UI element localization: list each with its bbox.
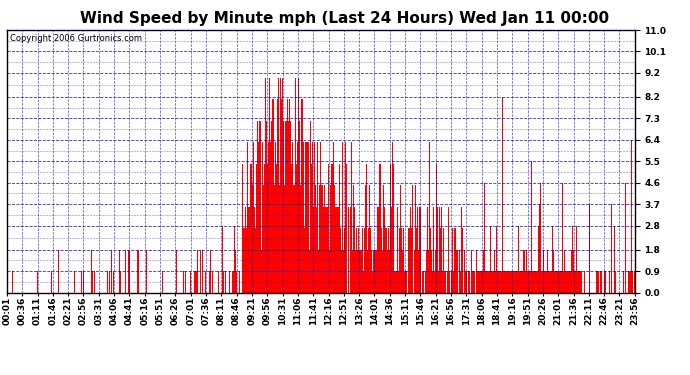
Text: Wind Speed by Minute mph (Last 24 Hours) Wed Jan 11 00:00: Wind Speed by Minute mph (Last 24 Hours)… bbox=[81, 11, 609, 26]
Text: Copyright 2006 Gurtronics.com: Copyright 2006 Gurtronics.com bbox=[10, 34, 142, 43]
